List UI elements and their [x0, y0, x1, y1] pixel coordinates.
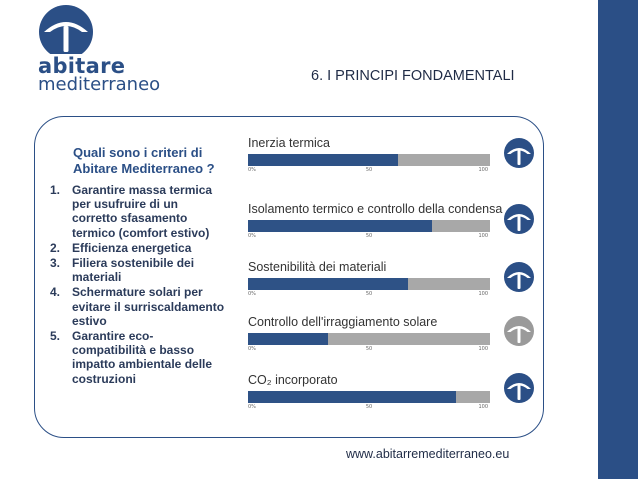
tick-label: 50 — [365, 291, 373, 297]
criteria-line: per usufruire di un — [72, 197, 179, 212]
tick-label: 0% — [248, 291, 256, 297]
criteria-line: Schermature solari per — [72, 285, 203, 300]
bar-ticks: 0% 50 100 — [248, 233, 490, 241]
criteria-number: 2. — [50, 240, 61, 255]
question-line-2: Abitare Mediterraneo ? — [73, 161, 215, 176]
criteria-line: costruzioni — [72, 371, 137, 386]
criteria-number: 5. — [50, 329, 61, 344]
criteria-list: 1. Garantire massa termica per usufruire… — [30, 183, 240, 387]
tick-label: 100 — [478, 291, 488, 297]
abitare-mediterraneo-logo: abitare mediterraneo — [22, 4, 162, 96]
bar-fill — [248, 278, 408, 290]
bar-ticks: 0% 50 100 — [248, 404, 490, 412]
criteria-number: 4. — [50, 285, 61, 300]
bar-label: Sostenibilità dei materiali — [248, 260, 387, 274]
criteria-line: materiali — [72, 270, 122, 285]
logo-word-abitare: abitare — [38, 54, 126, 78]
tick-label: 50 — [365, 167, 373, 173]
tick-label: 100 — [478, 346, 488, 352]
rating-arch-icon — [504, 373, 534, 403]
criteria-item: 1. Garantire massa termica per usufruire… — [30, 183, 240, 240]
rating-arch-icon — [504, 262, 534, 292]
criteria-item: 2. Efficienza energetica — [30, 241, 240, 255]
criteria-line: compatibilità e basso — [72, 343, 195, 358]
bar-inerzia-termica: Inerzia termica 0% 50 100 — [248, 135, 498, 175]
tick-label: 100 — [478, 233, 488, 239]
tick-label: 100 — [478, 404, 488, 410]
question-line-1: Quali sono i criteri di — [73, 145, 203, 160]
criteria-line: Garantire massa termica — [72, 183, 213, 197]
question-heading: Quali sono i criteri di Abitare Mediterr… — [73, 145, 215, 177]
bar-fill — [248, 333, 328, 345]
criteria-number: 3. — [50, 256, 61, 271]
tick-label: 100 — [478, 167, 488, 173]
bar-fill — [248, 391, 457, 403]
right-accent-band — [598, 0, 638, 479]
criteria-number: 1. — [50, 183, 61, 197]
criteria-item: 5. Garantire eco- compatibilità e basso … — [30, 329, 240, 386]
bar-ticks: 0% 50 100 — [248, 346, 490, 354]
bar-controllo-irraggiamento: Controllo dell'irraggiamento solare 0% 5… — [248, 314, 498, 354]
criteria-item: 3. Filiera sostenibile dei materiali — [30, 256, 240, 284]
tick-label: 0% — [248, 346, 256, 352]
tick-label: 50 — [365, 346, 373, 352]
rating-arch-icon — [504, 138, 534, 168]
bar-label: Inerzia termica — [248, 136, 330, 150]
bar-track — [248, 154, 490, 166]
bar-sostenibilita-materiali: Sostenibilità dei materiali 0% 50 100 — [248, 259, 498, 299]
criteria-item: 4. Schermature solari per evitare il sur… — [30, 285, 240, 328]
bar-track — [248, 220, 490, 232]
arch-umbrella-icon — [38, 5, 94, 60]
slide-title: 6. I PRINCIPI FONDAMENTALI — [311, 68, 515, 84]
bar-label: Isolamento termico e controllo della con… — [248, 202, 503, 216]
bar-fill — [248, 220, 432, 232]
bar-fill — [248, 154, 399, 166]
criteria-line: corretto sfasamento — [72, 211, 188, 226]
bar-track — [248, 391, 490, 403]
logo-word-mediterraneo: mediterraneo — [38, 74, 161, 95]
bar-track — [248, 333, 490, 345]
criteria-line: Garantire eco- — [72, 329, 154, 344]
criteria-line: impatto ambientale delle — [72, 357, 213, 372]
rating-arch-icon — [504, 204, 534, 234]
bar-ticks: 0% 50 100 — [248, 291, 490, 299]
content-panel — [34, 116, 544, 438]
bar-ticks: 0% 50 100 — [248, 167, 490, 175]
criteria-line: evitare il surriscaldamento — [72, 299, 225, 314]
tick-label: 50 — [365, 233, 373, 239]
criteria-line: termico (comfort estivo) — [72, 225, 210, 240]
tick-label: 0% — [248, 233, 256, 239]
bar-track — [248, 278, 490, 290]
tick-label: 0% — [248, 167, 256, 173]
criteria-line: Efficienza energetica — [72, 240, 192, 255]
bar-label: CO₂ incorporato — [248, 373, 338, 387]
footer-website-link[interactable]: www.abitarremediterraneo.eu — [346, 447, 510, 461]
tick-label: 0% — [248, 404, 256, 410]
bar-label: Controllo dell'irraggiamento solare — [248, 315, 438, 329]
tick-label: 50 — [365, 404, 373, 410]
bar-co2-incorporato: CO₂ incorporato 0% 50 100 — [248, 372, 498, 412]
criteria-line: estivo — [72, 313, 107, 328]
rating-arch-icon — [504, 316, 534, 346]
criteria-line: Filiera sostenibile dei — [72, 256, 195, 271]
bar-isolamento-termico: Isolamento termico e controllo della con… — [248, 201, 503, 241]
